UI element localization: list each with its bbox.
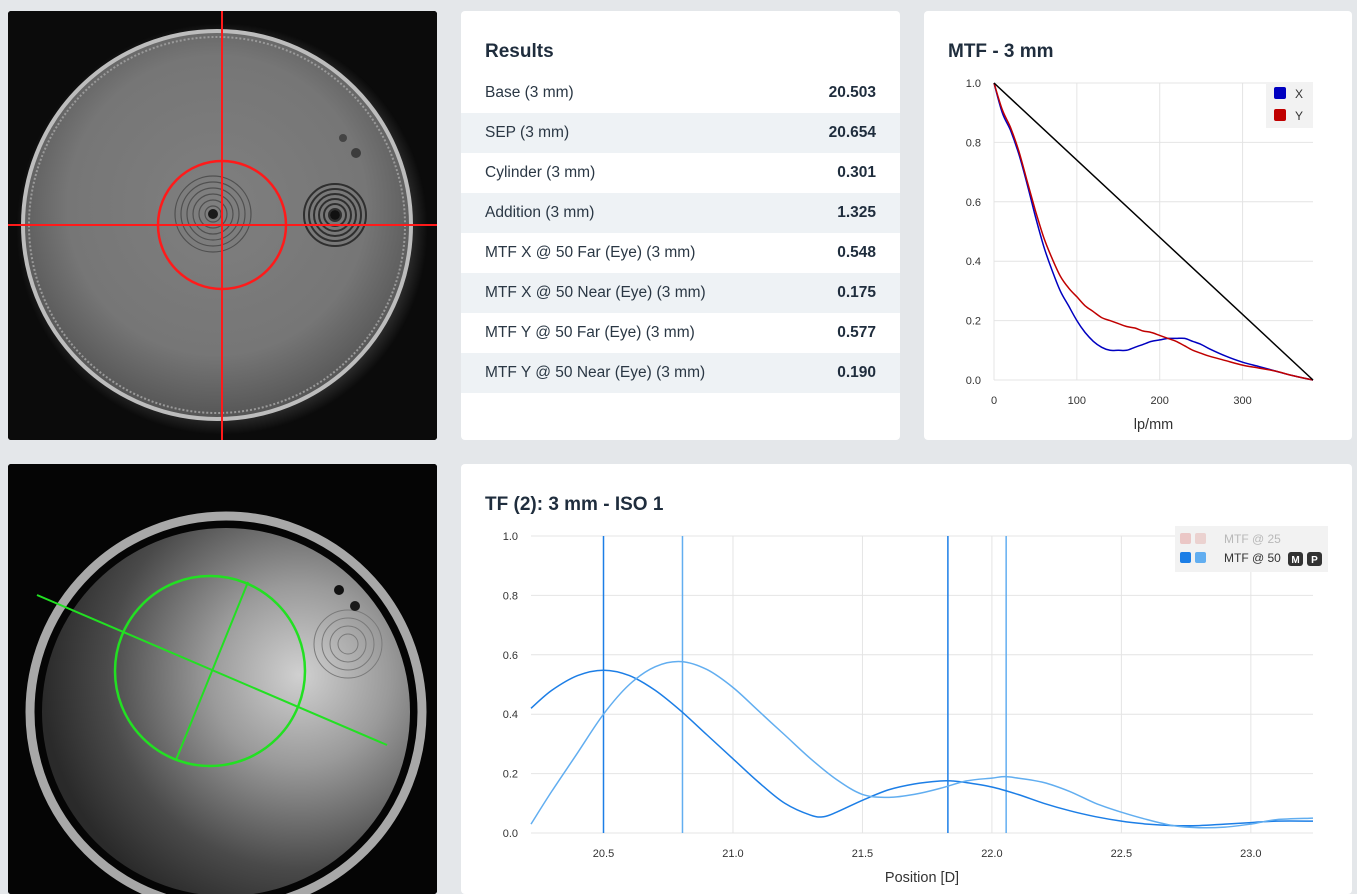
y-tick-label: 0.4 [503, 709, 518, 721]
y-tick-label: 0.8 [966, 137, 981, 149]
result-row-mtf-y-far: MTF Y @ 50 Far (Eye) (3 mm) 0.577 [461, 313, 900, 353]
result-value: 0.175 [837, 284, 876, 301]
legend-swatch [1195, 552, 1206, 563]
y-tick-label: 0.6 [966, 197, 981, 209]
results-title: Results [485, 41, 554, 62]
mtf-chart-title: MTF - 3 mm [948, 41, 1054, 62]
legend-entry-1: MTF @ 50 [1180, 551, 1281, 565]
x-tick-label: 20.5 [593, 848, 614, 860]
axis-line-short [175, 581, 249, 761]
x-tick-label: 21.0 [722, 848, 743, 860]
x-tick-label: 21.5 [852, 848, 873, 860]
y-tick-label: 1.0 [966, 78, 981, 90]
legend-entry-0: MTF @ 25 [1180, 532, 1281, 546]
y-tick-label: 1.0 [503, 531, 518, 543]
badge-label: P [1311, 555, 1318, 566]
mtf-chart: 0.0 0.2 0.4 0.6 0.8 1.0 0 100 200 300 lp/mm XY [966, 78, 1314, 433]
mtf-chart-panel: MTF - 3 mm 0.0 0.2 0.4 0.6 0.8 1.0 0 100 200 300 l… [924, 11, 1352, 440]
y-tick-label: 0.6 [503, 650, 518, 662]
result-row-sep: SEP (3 mm) 20.654 [461, 113, 900, 153]
surface-rings [313, 609, 383, 679]
badge-label: M [1291, 555, 1299, 566]
result-value: 0.190 [837, 364, 876, 381]
result-label: MTF Y @ 50 Near (Eye) (3 mm) [485, 364, 706, 381]
x-tick-label: 0 [991, 395, 997, 407]
legend-swatch-y [1274, 109, 1286, 121]
legend-label: MTF @ 50 [1224, 551, 1281, 565]
result-value: 0.301 [837, 164, 876, 181]
y-tick-label: 0.2 [966, 316, 981, 328]
y-tick-label: 0.0 [966, 375, 981, 387]
series-line-1 [993, 82, 1314, 381]
legend-badge-m[interactable]: M [1288, 552, 1303, 566]
lens-rim [25, 511, 427, 894]
lens-image-bottom[interactable] [8, 464, 437, 894]
result-value: 20.503 [828, 84, 876, 101]
legend-label-x: X [1295, 87, 1303, 101]
legend-label: MTF @ 25 [1224, 532, 1281, 546]
fringe-rings-right [303, 183, 367, 247]
result-row-mtf-x-near: MTF X @ 50 Near (Eye) (3 mm) 0.175 [461, 273, 900, 313]
tf-chart: 0.0 0.2 0.4 0.6 0.8 1.0 20.5 21.0 21.5 22.0 22.5 23… [503, 526, 1328, 886]
result-row-mtf-x-far: MTF X @ 50 Far (Eye) (3 mm) 0.548 [461, 233, 900, 273]
result-row-addition: Addition (3 mm) 1.325 [461, 193, 900, 233]
result-label: MTF X @ 50 Near (Eye) (3 mm) [485, 284, 706, 301]
fringe-rings-left [174, 175, 252, 253]
lens-surface-image [8, 464, 437, 894]
lens-fringe-image [8, 11, 437, 440]
legend-swatch-x [1274, 87, 1286, 99]
result-value: 20.654 [828, 124, 876, 141]
series-line-1 [530, 660, 1314, 829]
y-tick-label: 0.2 [503, 769, 518, 781]
y-tick-label: 0.0 [503, 828, 518, 840]
series-line-2 [993, 82, 1314, 381]
x-axis-label: Position [D] [885, 870, 959, 886]
result-label: Cylinder (3 mm) [485, 164, 596, 181]
result-label: SEP (3 mm) [485, 124, 570, 141]
result-label: Addition (3 mm) [485, 204, 595, 221]
result-row-base: Base (3 mm) 20.503 [461, 73, 900, 113]
legend-swatch [1180, 533, 1191, 544]
result-value: 0.548 [837, 244, 876, 261]
x-tick-label: 23.0 [1240, 848, 1261, 860]
result-row-cylinder: Cylinder (3 mm) 0.301 [461, 153, 900, 193]
results-panel: Results Base (3 mm) 20.503 SEP (3 mm) 20… [461, 11, 900, 440]
badge-bg [1307, 552, 1322, 566]
result-value: 1.325 [837, 204, 876, 221]
aperture-circle-green [113, 574, 307, 768]
result-label: MTF X @ 50 Far (Eye) (3 mm) [485, 244, 696, 261]
tf-chart-panel: TF (2): 3 mm - ISO 1 0.0 0.2 0.4 0.6 0.8 1.0 2… [461, 464, 1352, 894]
aperture-circle [156, 159, 288, 291]
legend-box [1266, 82, 1313, 128]
legend-swatch [1180, 552, 1191, 563]
result-row-mtf-y-near: MTF Y @ 50 Near (Eye) (3 mm) 0.190 [461, 353, 900, 393]
legend-badge-p[interactable]: P [1307, 552, 1322, 566]
series-line-0 [530, 669, 1314, 827]
result-label: Base (3 mm) [485, 84, 574, 101]
tf-chart-title: TF (2): 3 mm - ISO 1 [485, 494, 664, 515]
lens-image-top[interactable] [8, 11, 437, 440]
series-line-0 [993, 82, 1314, 381]
legend-label-y: Y [1295, 109, 1303, 123]
badge-bg [1288, 552, 1303, 566]
y-tick-label: 0.8 [503, 590, 518, 602]
x-tick-label: 100 [1068, 395, 1086, 407]
x-tick-label: 22.5 [1111, 848, 1132, 860]
result-value: 0.577 [837, 324, 876, 341]
x-tick-label: 300 [1233, 395, 1251, 407]
result-label: MTF Y @ 50 Far (Eye) (3 mm) [485, 324, 695, 341]
x-axis-label: lp/mm [1134, 417, 1173, 433]
legend-swatch [1195, 533, 1206, 544]
x-tick-label: 22.0 [981, 848, 1002, 860]
y-tick-label: 0.4 [966, 256, 981, 268]
x-tick-label: 200 [1151, 395, 1169, 407]
